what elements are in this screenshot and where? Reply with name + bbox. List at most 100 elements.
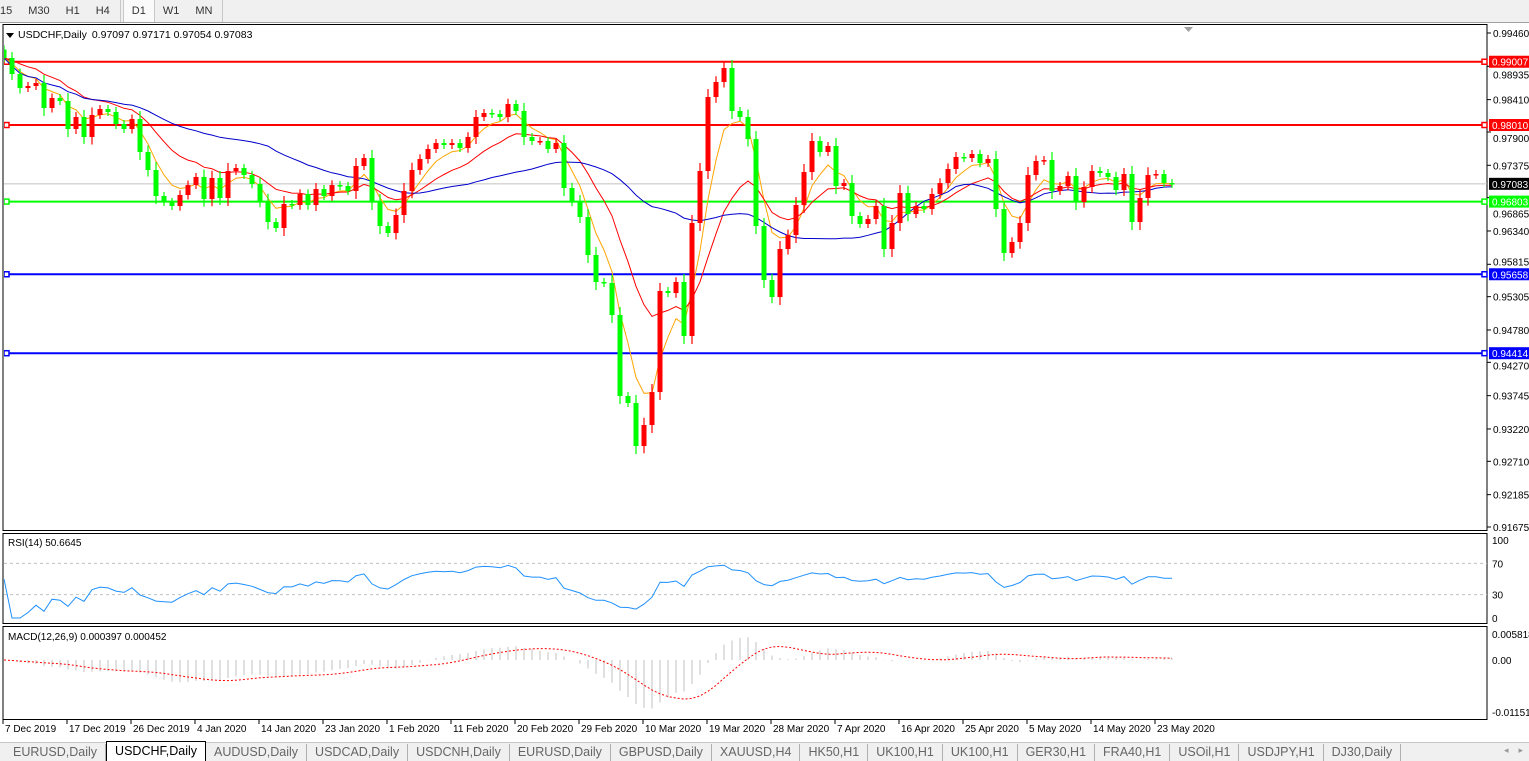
tab-usoil-h1[interactable]: USOil,H1 <box>1170 744 1240 761</box>
level-price-label: 0.95658 <box>1492 270 1529 281</box>
candle-body <box>737 110 743 118</box>
timeframe-m30[interactable]: M30 <box>28 5 50 17</box>
current-price-badge <box>1489 177 1529 190</box>
date-tick-label: 25 Apr 2020 <box>965 724 1019 735</box>
candle-body <box>657 291 663 393</box>
ohlc-values: 0.97097 0.97171 0.97054 0.97083 <box>92 29 253 41</box>
candle-body <box>745 117 751 140</box>
level-price-badge <box>1489 347 1529 360</box>
candle-body <box>521 110 527 138</box>
candle-body <box>513 104 519 111</box>
candle-body <box>1097 171 1103 173</box>
tab-usdjpy-h1[interactable]: USDJPY,H1 <box>1239 744 1324 761</box>
tab-uk100-h1[interactable]: UK100,H1 <box>943 744 1018 761</box>
candle-body <box>1081 187 1087 202</box>
candle-body <box>233 168 239 172</box>
candle-body <box>177 195 183 206</box>
candle-body <box>633 403 639 447</box>
candle-body <box>409 170 415 192</box>
candle-body <box>953 156 959 169</box>
rsi-tick-label: 30 <box>1492 591 1504 602</box>
candle-body <box>945 168 951 184</box>
rsi-tick-label: 100 <box>1492 536 1509 547</box>
candle-body <box>1169 183 1175 185</box>
tab-eurusd-daily[interactable]: EURUSD,Daily <box>510 744 611 761</box>
tab-gbpusd-daily[interactable]: GBPUSD,Daily <box>611 744 712 761</box>
candle-body <box>865 218 871 225</box>
candle-body <box>1089 171 1095 188</box>
candle-body <box>857 216 863 225</box>
price-tick-label: 0.98935 <box>1493 70 1529 81</box>
toolbar-separator <box>222 0 224 22</box>
tab-eurusd-daily[interactable]: EURUSD,Daily <box>5 744 107 761</box>
candle-body <box>257 184 263 202</box>
candle-body <box>297 193 303 206</box>
level-price-label: 0.96803 <box>1492 198 1529 209</box>
candle-body <box>225 171 231 198</box>
candle-body <box>913 205 919 215</box>
tab-dj30-daily[interactable]: DJ30,Daily <box>1324 744 1402 761</box>
candle-body <box>249 175 255 185</box>
level-handle-icon <box>1481 121 1488 129</box>
tab-ger30-h1[interactable]: GER30,H1 <box>1018 744 1096 761</box>
main-pane[interactable] <box>2 24 1488 531</box>
candle-body <box>65 101 71 130</box>
level-handle-icon <box>4 121 10 129</box>
candle-body <box>1145 175 1151 198</box>
candle-body <box>961 156 967 159</box>
timeframe-h1[interactable]: H1 <box>65 5 80 17</box>
candle-body <box>73 117 79 130</box>
candle-body <box>1001 209 1007 253</box>
dropdown-triangle-icon[interactable] <box>6 33 14 38</box>
candle-body <box>905 193 911 215</box>
timeframe-d1[interactable]: D1 <box>122 0 155 22</box>
candle-body <box>321 189 327 197</box>
candle-body <box>617 314 623 397</box>
level-price-label: 0.99007 <box>1492 58 1529 69</box>
tab-scroll-right-icon[interactable]: ▸ <box>1518 745 1523 755</box>
chart-shift-icon[interactable] <box>1184 27 1193 32</box>
timeframe-15[interactable]: 15 <box>0 5 13 17</box>
level-price-badge <box>1489 119 1529 132</box>
price-plot <box>4 45 1487 455</box>
candle-body <box>553 143 559 149</box>
level-price-label: 0.98010 <box>1492 121 1529 132</box>
tab-uk100-h1[interactable]: UK100,H1 <box>868 744 943 761</box>
timeframe-w1[interactable]: W1 <box>162 5 180 17</box>
macd-signal-line <box>4 645 1173 700</box>
candle-body <box>441 143 447 145</box>
candle-body <box>425 148 431 160</box>
rsi-pane[interactable] <box>2 533 1488 624</box>
tab-usdcad-daily[interactable]: USDCAD,Daily <box>307 744 409 761</box>
candle-body <box>793 205 799 236</box>
candle-body <box>753 139 759 227</box>
tab-audusd-daily[interactable]: AUDUSD,Daily <box>206 744 308 761</box>
candle-body <box>417 159 423 171</box>
candle-body <box>1137 197 1143 223</box>
candle-body <box>697 171 703 223</box>
tab-xauusd-h4[interactable]: XAUUSD,H4 <box>712 744 801 761</box>
candle-body <box>449 143 455 145</box>
candle-body <box>817 141 823 152</box>
macd-pane[interactable] <box>2 626 1488 720</box>
candle-body <box>1033 160 1039 176</box>
chart-window[interactable]: 0.99460 0.98935 0.98410 0.97900 0.97375 0.968… <box>0 0 1529 742</box>
tab-fra40-h1[interactable]: FRA40,H1 <box>1095 744 1171 761</box>
candle-body <box>625 396 631 404</box>
timeframe-mn[interactable]: MN <box>195 5 213 17</box>
candle-body <box>1073 176 1079 202</box>
timeframe-h4[interactable]: H4 <box>95 5 110 17</box>
tab-usdcnh-daily[interactable]: USDCNH,Daily <box>408 744 510 761</box>
price-tick-label: 0.97375 <box>1493 161 1529 172</box>
tab-hk50-h1[interactable]: HK50,H1 <box>800 744 869 761</box>
candle-body <box>89 114 95 138</box>
candle-body <box>929 193 935 210</box>
candle-body <box>609 283 615 315</box>
tab-usdchf-daily[interactable]: USDCHF,Daily <box>106 741 206 761</box>
tab-scroll-left-icon[interactable]: ◂ <box>1503 745 1509 755</box>
candle-body <box>329 185 335 197</box>
date-tick-label: 14 Jan 2020 <box>261 724 316 735</box>
candle-body <box>601 281 607 284</box>
date-tick-label: 5 May 2020 <box>1029 724 1082 735</box>
candle-body <box>825 146 831 152</box>
